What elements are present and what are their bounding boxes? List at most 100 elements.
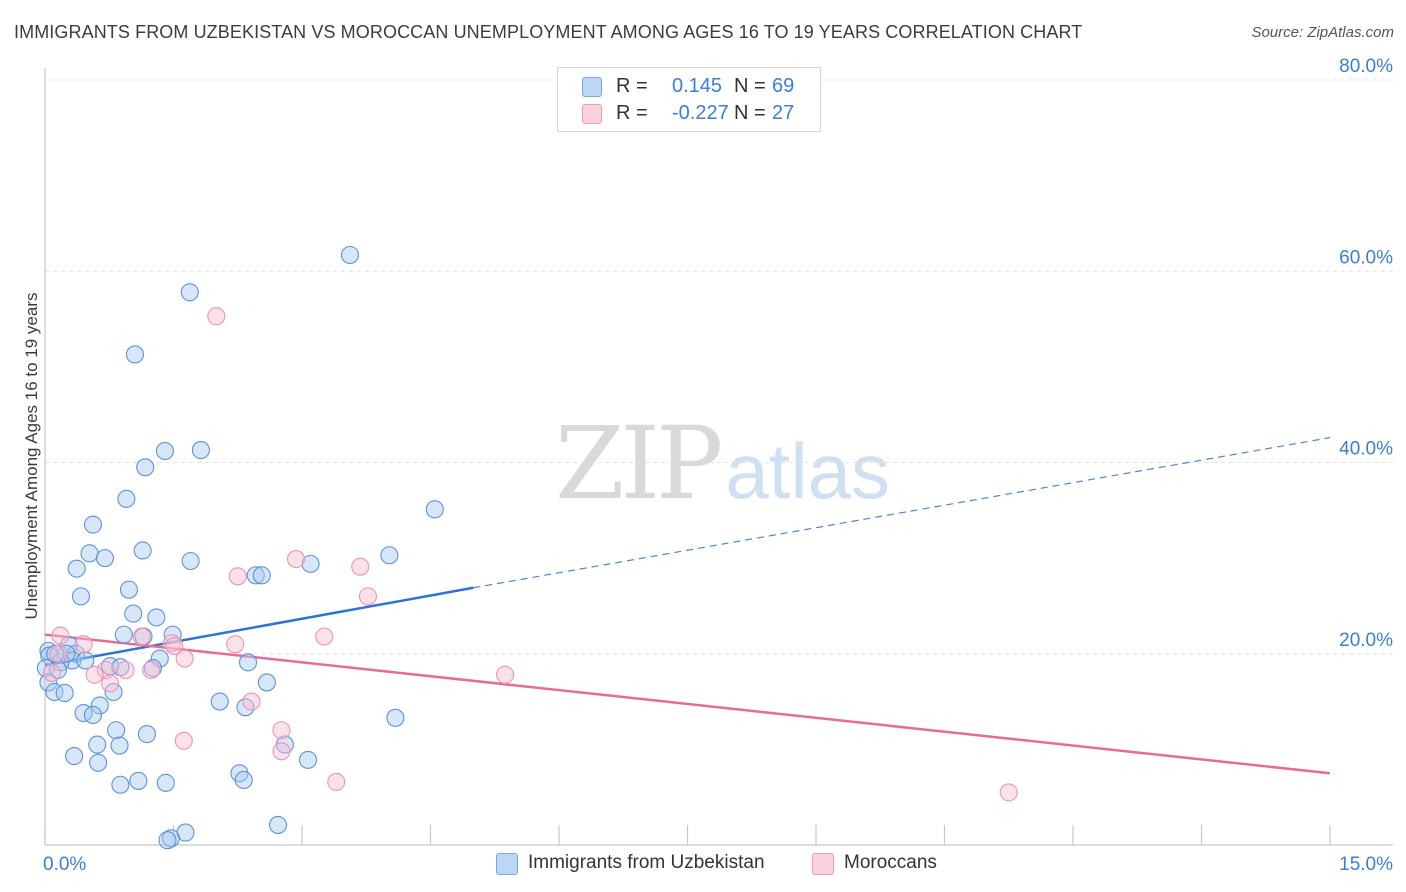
- point-uzbekistan: [191, 441, 210, 460]
- data-points: [36, 245, 1018, 850]
- trend-line-moroccans: [44, 633, 1331, 775]
- legend-label-uzbekistan: Immigrants from Uzbekistan: [528, 852, 765, 873]
- point-moroccans: [42, 663, 61, 682]
- point-moroccans: [85, 665, 104, 684]
- r-value: -0.227: [672, 102, 729, 124]
- point-moroccans: [226, 635, 245, 654]
- point-moroccans: [165, 637, 184, 656]
- point-uzbekistan: [39, 673, 58, 692]
- trend-lines: [44, 437, 1331, 775]
- point-moroccans: [74, 635, 93, 654]
- y-tick-label: 80.0%: [1339, 56, 1393, 77]
- tick-labels: 20.0% 40.0% 60.0% 80.0% 0.0% 15.0% Unemploymen…: [22, 56, 1393, 875]
- grid: [45, 79, 1393, 655]
- point-moroccans: [49, 644, 68, 663]
- point-uzbekistan: [117, 489, 136, 508]
- point-uzbekistan: [110, 736, 129, 755]
- point-uzbekistan: [234, 770, 253, 790]
- point-uzbekistan: [80, 544, 99, 563]
- y-axis-label: Unemployment Among Ages 16 to 19 years: [22, 293, 41, 620]
- correlation-legend: R = 0.145 N = 69 R = -0.227 N = 27: [557, 67, 821, 132]
- point-uzbekistan: [268, 815, 288, 834]
- point-moroccans: [327, 772, 346, 791]
- point-uzbekistan: [298, 750, 318, 769]
- point-uzbekistan: [301, 554, 320, 573]
- point-uzbekistan: [88, 735, 107, 754]
- y-tick-label: 40.0%: [1339, 439, 1393, 460]
- point-uzbekistan: [210, 692, 229, 711]
- point-uzbekistan: [380, 546, 399, 565]
- point-moroccans: [272, 742, 291, 761]
- point-uzbekistan: [111, 658, 130, 677]
- n-label: N =: [734, 102, 766, 124]
- point-uzbekistan: [386, 708, 405, 727]
- point-uzbekistan: [83, 705, 103, 725]
- point-uzbekistan: [136, 458, 155, 477]
- point-moroccans: [315, 627, 334, 646]
- point-moroccans: [174, 731, 193, 750]
- point-uzbekistan: [67, 559, 86, 578]
- point-uzbekistan: [257, 673, 276, 692]
- point-moroccans: [242, 692, 261, 711]
- r-label: R =: [616, 75, 648, 97]
- point-moroccans: [142, 660, 161, 680]
- point-moroccans: [162, 634, 181, 653]
- y-tick-label: 60.0%: [1339, 247, 1393, 268]
- x-tick-label-min: 0.0%: [43, 854, 86, 875]
- point-uzbekistan: [133, 541, 152, 560]
- uzbekistan-swatch: [582, 77, 602, 97]
- point-uzbekistan: [76, 651, 95, 670]
- point-moroccans: [351, 557, 370, 576]
- point-moroccans: [132, 627, 151, 646]
- moroccans-swatch: [582, 104, 602, 124]
- r-label: R =: [616, 102, 648, 124]
- n-value: 69: [772, 75, 795, 97]
- trend-line-uzbekistan-extended: [473, 437, 1331, 589]
- point-uzbekistan: [147, 608, 166, 627]
- point-uzbekistan: [107, 721, 126, 740]
- point-moroccans: [272, 721, 291, 740]
- source-label: Source: ZipAtlas.com: [1251, 24, 1394, 41]
- point-moroccans: [228, 567, 247, 586]
- point-uzbekistan: [252, 566, 271, 585]
- point-uzbekistan: [181, 551, 200, 571]
- y-tick-label: 20.0%: [1339, 630, 1393, 651]
- point-uzbekistan: [155, 441, 174, 461]
- point-uzbekistan: [90, 696, 109, 715]
- legend-swatch-uzbekistan: [496, 853, 518, 875]
- point-moroccans: [101, 674, 120, 693]
- point-uzbekistan: [156, 773, 175, 792]
- point-uzbekistan: [119, 580, 139, 599]
- x-tick-label-max: 15.0%: [1339, 854, 1393, 875]
- point-uzbekistan: [180, 283, 199, 302]
- point-moroccans: [96, 660, 115, 680]
- point-moroccans: [207, 307, 226, 326]
- point-uzbekistan: [89, 753, 108, 772]
- legend-swatch-moroccans: [812, 853, 834, 875]
- r-value: 0.145: [672, 75, 723, 97]
- point-moroccans: [51, 626, 70, 645]
- point-uzbekistan: [124, 604, 143, 623]
- point-uzbekistan: [158, 831, 177, 850]
- legend-label-moroccans: Moroccans: [844, 852, 937, 873]
- point-moroccans: [358, 587, 378, 606]
- point-uzbekistan: [425, 500, 444, 519]
- point-uzbekistan: [83, 515, 103, 534]
- point-uzbekistan: [55, 683, 74, 703]
- point-moroccans: [999, 783, 1018, 802]
- n-label: N =: [734, 75, 766, 97]
- point-uzbekistan: [137, 725, 156, 744]
- point-uzbekistan: [340, 245, 360, 265]
- trend-line-uzbekistan: [44, 586, 474, 667]
- point-uzbekistan: [65, 747, 84, 766]
- chart-title: IMMIGRANTS FROM UZBEKISTAN VS MOROCCAN U…: [14, 22, 1083, 42]
- point-moroccans: [495, 665, 515, 684]
- point-uzbekistan: [125, 345, 144, 364]
- n-value: 27: [772, 102, 795, 124]
- point-uzbekistan: [129, 771, 148, 790]
- point-uzbekistan: [71, 587, 91, 606]
- point-uzbekistan: [246, 566, 265, 585]
- point-uzbekistan: [111, 775, 130, 794]
- axes: [44, 68, 1393, 846]
